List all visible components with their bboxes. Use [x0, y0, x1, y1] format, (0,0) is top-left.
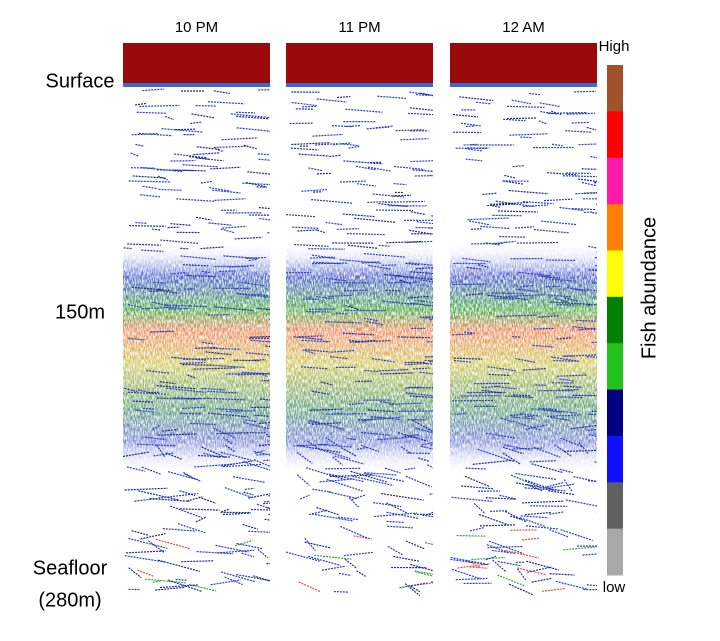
colorbar-segment	[607, 250, 623, 297]
echo-trace	[233, 360, 259, 361]
echo-trace	[174, 398, 200, 399]
colorbar-segment	[607, 65, 623, 112]
colorbar-segment	[607, 482, 623, 529]
echo-trace	[143, 408, 155, 409]
colorbar-segment	[607, 390, 623, 437]
colorbar-segment	[607, 297, 623, 344]
colorbar-segment	[607, 436, 623, 483]
colorbar-high: High	[599, 38, 630, 55]
echo-trace	[124, 248, 132, 249]
colorbar-segment	[607, 204, 623, 251]
echo-trace	[208, 315, 230, 316]
depth-label: Surface	[46, 70, 115, 92]
echo-trace	[430, 445, 451, 446]
depth-label: Seafloor	[33, 557, 108, 579]
panel-label: 11 PM	[338, 19, 380, 36]
colorbar-title: Fish abundance	[638, 217, 660, 359]
echo-trace	[398, 337, 431, 338]
panel-label: 10 PM	[175, 19, 218, 36]
echo-trace	[309, 309, 336, 310]
echo-trace	[180, 248, 188, 249]
echo-trace	[584, 212, 593, 213]
colorbar-segment	[607, 111, 623, 158]
echogram	[123, 43, 304, 597]
colorbar-segment	[607, 158, 623, 205]
echogram	[286, 43, 472, 597]
scattering-layer	[123, 43, 270, 597]
echo-trace	[574, 91, 596, 92]
echo-trace	[520, 137, 532, 138]
depth-label: (280m)	[38, 589, 101, 611]
echo-trace	[512, 337, 521, 338]
colorbar-segment	[607, 343, 623, 390]
echo-trace	[251, 407, 291, 408]
colorbar-low: low	[603, 579, 626, 596]
depth-label: 150m	[55, 301, 105, 323]
echo-trace	[414, 514, 454, 515]
colorbar-segment	[607, 529, 623, 576]
echo-trace	[168, 308, 190, 309]
panel-label: 12 AM	[502, 19, 545, 36]
echo-trace	[168, 227, 180, 228]
